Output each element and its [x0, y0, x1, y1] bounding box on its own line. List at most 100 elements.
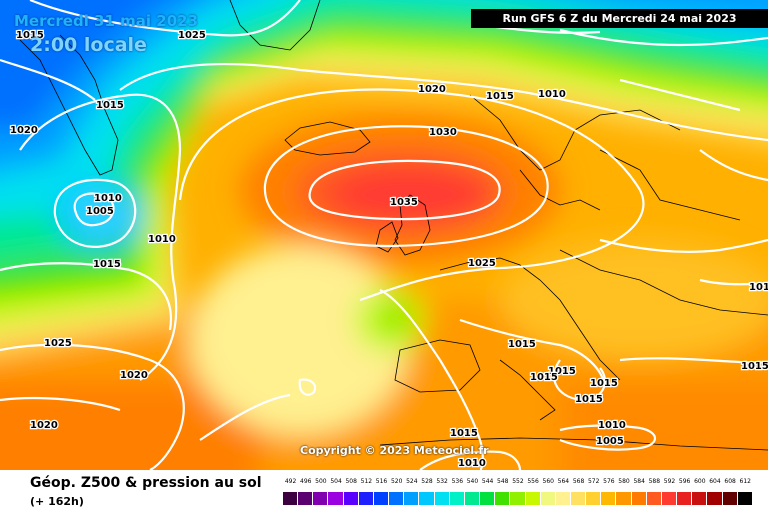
- legend-swatch: [328, 492, 344, 505]
- legend-value: 508: [345, 478, 357, 485]
- legend-value: 612: [739, 478, 751, 485]
- isobar-label: 1020: [120, 370, 148, 381]
- legend-swatch: [737, 492, 753, 505]
- forecast-time: 2:00 locale: [30, 34, 147, 56]
- legend-swatch: [343, 492, 359, 505]
- legend-swatch: [283, 492, 299, 505]
- isobar-label: 1015: [93, 259, 121, 270]
- isobar-labels: 1015 1025 1015 1020 1020 1015 1010 1030 …: [9, 29, 768, 470]
- isobar-label: 1015: [548, 366, 576, 377]
- legend-swatch: [722, 492, 738, 505]
- isobar-label: 1030: [429, 127, 457, 138]
- legend-value: 596: [678, 478, 691, 485]
- legend-swatch: [601, 492, 617, 505]
- legend-swatch: [586, 492, 602, 505]
- legend-swatch: [677, 492, 693, 505]
- legend-swatches: [283, 492, 753, 505]
- isobar-label: 1025: [44, 338, 72, 349]
- legend-swatch: [555, 492, 571, 505]
- legend-value: 572: [587, 478, 600, 485]
- copyright-notice: Copyright © 2023 Meteociel.fr: [300, 444, 489, 457]
- legend-value: 568: [572, 478, 585, 485]
- legend-swatch: [404, 492, 420, 505]
- isobar-label: 1015: [508, 339, 536, 350]
- legend-swatch: [631, 492, 647, 505]
- legend-value: 604: [709, 478, 721, 485]
- legend-swatch: [373, 492, 390, 505]
- legend-swatch: [661, 492, 678, 505]
- legend-value: 520: [390, 478, 403, 485]
- isobar-label: 1015: [741, 361, 768, 372]
- isobar-label: 1010: [94, 193, 122, 204]
- lead-time-label: (+ 162h): [30, 495, 84, 508]
- isobar-label: 1010: [458, 458, 486, 469]
- isobar-label: 1025: [468, 258, 496, 269]
- variable-title: Géop. Z500 & pression au sol: [30, 475, 262, 491]
- isobar-label: 1025: [178, 30, 206, 41]
- isobar-label: 1010: [148, 234, 176, 245]
- legend-labels: 492 496 500 504 508 512 516 520 524 528 532 536 540 5…: [283, 478, 753, 490]
- legend-swatch: [510, 492, 526, 505]
- legend-value: 504: [330, 478, 342, 485]
- legend-value: 592: [663, 478, 676, 485]
- legend-value: 516: [375, 478, 388, 485]
- legend-swatch: [707, 492, 723, 505]
- legend-swatch: [692, 492, 708, 505]
- legend-value: 584: [633, 478, 645, 485]
- isobar-label: 1010: [538, 89, 566, 100]
- isobar-label: 1015: [486, 91, 514, 102]
- legend-value: 548: [497, 478, 509, 485]
- legend-value: 564: [557, 478, 570, 485]
- legend-swatch: [525, 492, 541, 505]
- legend-swatch: [358, 492, 374, 505]
- forecast-date: Mercredi 31 mai 2023: [14, 12, 199, 30]
- isobar-label: 1015: [96, 100, 124, 111]
- legend-value: 600: [694, 478, 706, 485]
- isobar-label: 1015: [16, 30, 44, 41]
- legend-value: 556: [527, 478, 539, 485]
- legend-value: 528: [421, 478, 433, 485]
- forecast-map: 1015 1025 1015 1020 1020 1015 1010 1030 …: [0, 0, 768, 470]
- legend-value: 500: [315, 478, 327, 485]
- legend-value: 608: [724, 478, 736, 485]
- legend-swatch: [570, 492, 587, 505]
- legend-value: 532: [436, 478, 448, 485]
- isobar-label: 1020: [30, 420, 58, 431]
- forecast-map-canvas: 1015 1025 1015 1020 1020 1015 1010 1030 …: [0, 0, 768, 470]
- isobar-label: 1005: [86, 206, 114, 217]
- legend-value: 560: [542, 478, 554, 485]
- legend-swatch: [389, 492, 405, 505]
- isobar-label: 1035: [390, 197, 418, 208]
- legend-value: 496: [300, 478, 312, 485]
- isobar-lines: [0, 0, 768, 470]
- legend-value: 540: [466, 478, 479, 485]
- isobar-label: 1015: [530, 372, 558, 383]
- legend-swatch: [480, 492, 496, 505]
- legend-value: 536: [451, 478, 464, 485]
- isobar-label: 1015: [575, 394, 603, 405]
- legend-value: 512: [360, 478, 373, 485]
- isobar-label: 1020: [10, 125, 38, 136]
- legend-value: 576: [603, 478, 615, 485]
- color-legend: 492 496 500 504 508 512 516 520 524 528 532 536 540 5…: [283, 478, 753, 508]
- legend-value: 552: [512, 478, 524, 485]
- legend-swatch: [616, 492, 632, 505]
- legend-swatch: [298, 492, 314, 505]
- isobar-label: 1010: [598, 420, 626, 431]
- legend-value: 588: [648, 478, 661, 485]
- legend-swatch: [449, 492, 465, 505]
- legend-value: 492: [284, 478, 297, 485]
- legend-swatch: [646, 492, 662, 505]
- legend-value: 524: [406, 478, 418, 485]
- map-footer: Géop. Z500 & pression au sol (+ 162h) 49…: [0, 470, 768, 512]
- legend-swatch: [464, 492, 481, 505]
- isobar-label: 1005: [596, 436, 624, 447]
- legend-swatch: [434, 492, 450, 505]
- isobar-label: 1015: [590, 378, 618, 389]
- run-info-label: Run GFS 6 Z du Mercredi 24 mai 2023: [471, 9, 768, 28]
- coastlines: [19, 0, 768, 451]
- isobar-label: 101: [749, 282, 768, 293]
- isobar-label: 1015: [450, 428, 478, 439]
- legend-swatch: [540, 492, 556, 505]
